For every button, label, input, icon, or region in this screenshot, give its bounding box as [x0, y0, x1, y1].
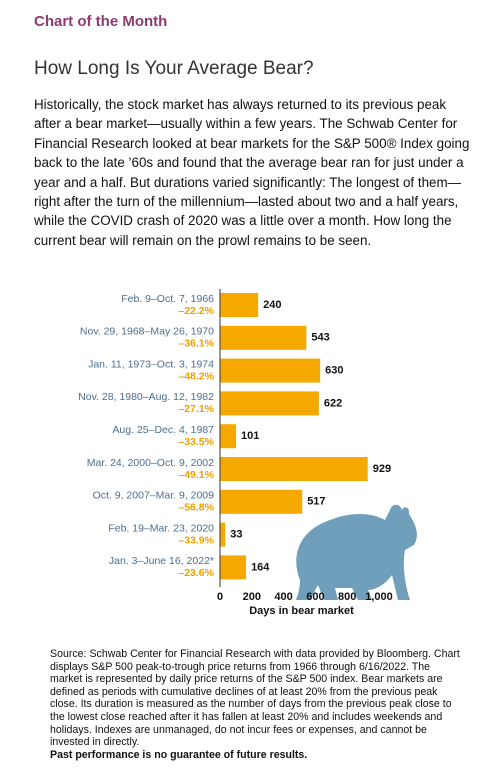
- category-label: Feb. 9–Oct. 7, 1966: [121, 293, 214, 305]
- bar: [220, 457, 368, 481]
- return-label: –33.5%: [178, 436, 214, 448]
- x-tick-label: 0: [217, 591, 223, 603]
- category-label: Jan. 3–June 16, 2022*: [109, 555, 214, 567]
- return-label: –27.1%: [178, 403, 214, 415]
- x-tick-label: 1,000: [365, 591, 393, 603]
- category-label: Nov. 29, 1968–May 26, 1970: [80, 326, 214, 338]
- headline: How Long Is Your Average Bear?: [34, 58, 314, 79]
- bar: [220, 489, 303, 514]
- kicker: Chart of the Month: [34, 13, 168, 30]
- return-label: –49.1%: [178, 469, 214, 481]
- data-label: 630: [325, 365, 343, 377]
- bar: [220, 325, 307, 350]
- category-label: Nov. 28, 1980–Aug. 12, 1982: [78, 391, 214, 403]
- disclaimer: Past performance is no guarantee of futu…: [50, 748, 308, 761]
- bar: [220, 555, 247, 580]
- data-label: 543: [311, 332, 329, 344]
- source-text: Source: Schwab Center for Financial Rese…: [50, 648, 460, 749]
- chart: 0 200 400 600 800 1,000 Days in bear market Feb…: [78, 289, 417, 617]
- body-text: Historically, the stock market has alway…: [34, 97, 470, 248]
- bar: [220, 424, 237, 449]
- x-tick-label: 600: [306, 591, 324, 603]
- return-label: –36.1%: [178, 338, 214, 350]
- bar: [220, 293, 259, 317]
- x-tick-label: 200: [243, 591, 261, 603]
- data-label: 517: [307, 496, 325, 508]
- bar: [220, 358, 321, 383]
- return-label: –23.6%: [178, 567, 214, 579]
- category-label: Oct. 9, 2007–Mar. 9, 2009: [93, 490, 215, 502]
- category-label: Mar. 24, 2000–Oct. 9, 2002: [87, 457, 214, 469]
- data-label: 622: [324, 397, 342, 409]
- data-label: 101: [241, 430, 259, 442]
- bar: [220, 522, 226, 547]
- return-label: –33.9%: [178, 534, 214, 546]
- x-tick-label: 400: [274, 591, 292, 603]
- return-label: –56.8%: [178, 502, 214, 514]
- source-note: Source: Schwab Center for Financial Rese…: [50, 648, 460, 761]
- category-label: Aug. 25–Dec. 4, 1987: [112, 424, 214, 436]
- bar: [220, 391, 319, 416]
- x-tick-label: 800: [338, 591, 356, 603]
- category-label: Feb. 19–Mar. 23, 2020: [108, 522, 214, 534]
- data-label: 33: [230, 529, 242, 541]
- return-label: –22.2%: [178, 305, 214, 317]
- bear-illustration: [296, 504, 417, 600]
- category-label: Jan. 11, 1973–Oct. 3, 1974: [88, 358, 214, 370]
- return-label: –48.2%: [178, 370, 214, 382]
- data-label: 164: [251, 561, 270, 573]
- x-axis-title: Days in bear market: [249, 605, 354, 617]
- data-label: 240: [263, 299, 281, 311]
- data-label: 929: [373, 463, 391, 475]
